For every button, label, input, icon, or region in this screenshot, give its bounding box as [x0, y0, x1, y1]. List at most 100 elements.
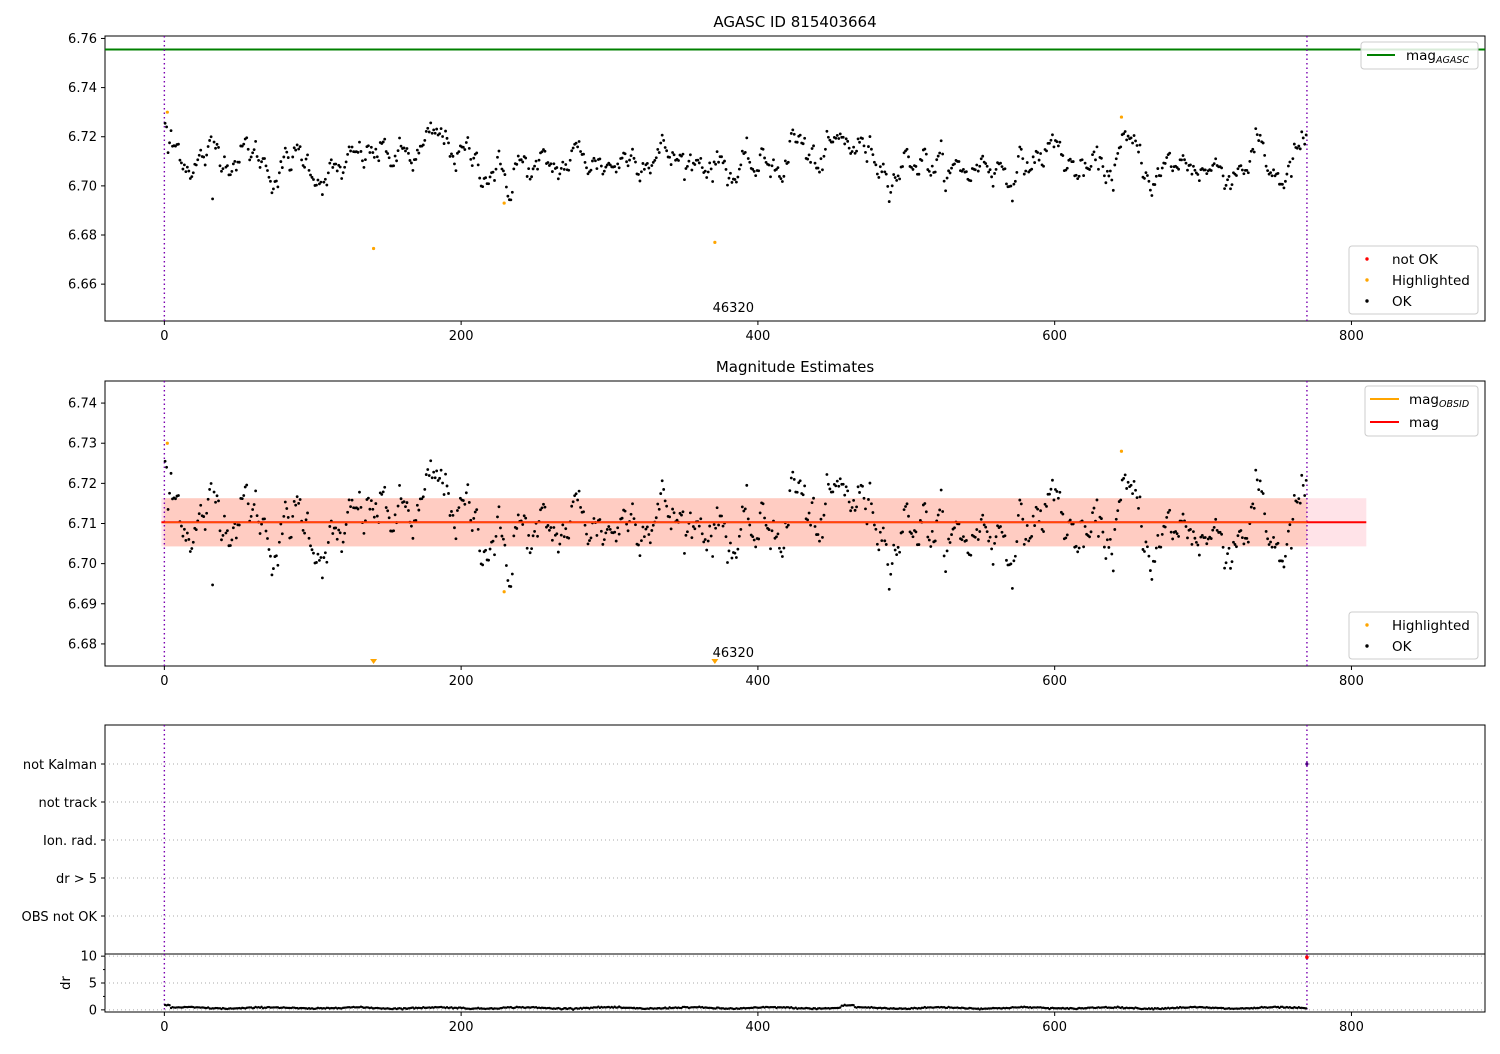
ok-point: [255, 514, 259, 518]
ok-point: [1116, 152, 1120, 155]
ok-point: [504, 185, 508, 189]
ok-point: [264, 164, 268, 168]
ok-point: [657, 507, 661, 511]
ok-point: [594, 159, 597, 163]
ok-point: [1144, 540, 1148, 544]
legend-label: mag: [1409, 415, 1439, 431]
ok-point: [396, 504, 400, 508]
ok-point: [801, 493, 805, 497]
ok-point: [1284, 179, 1287, 183]
ok-point: [1156, 167, 1160, 170]
ok-point: [929, 174, 933, 177]
ok-point: [1012, 559, 1016, 563]
ok-point: [893, 548, 897, 552]
ok-point: [1245, 536, 1249, 540]
ok-point: [717, 160, 720, 164]
ok-point: [1045, 505, 1048, 508]
ok-point: [861, 484, 864, 488]
x-tick-label: 400: [745, 329, 770, 344]
ok-point: [625, 522, 628, 526]
x-tick-label: 400: [745, 674, 770, 689]
ok-point: [1126, 134, 1130, 138]
ok-point: [1286, 529, 1290, 533]
ok-point: [206, 145, 210, 148]
ok-point: [723, 159, 726, 163]
ok-point: [282, 514, 286, 518]
ok-point: [938, 151, 942, 155]
x-tick-label: 0: [160, 1020, 168, 1035]
ok-point: [478, 176, 482, 180]
ok-point: [893, 176, 897, 179]
ok-point: [608, 528, 612, 531]
ok-point: [837, 484, 841, 488]
ok-point: [1192, 530, 1195, 534]
ok-point: [1300, 130, 1304, 134]
ok-point: [331, 532, 335, 535]
ok-point: [1224, 183, 1228, 187]
ok-point: [1113, 528, 1117, 531]
ok-point: [1184, 161, 1188, 165]
ok-point: [310, 175, 314, 179]
ok-point: [816, 166, 820, 170]
ok-point: [1040, 527, 1044, 531]
ok-point: [292, 146, 296, 150]
ok-point: [592, 517, 596, 520]
ok-point: [999, 161, 1002, 165]
ok-point: [976, 169, 980, 173]
ok-point: [1074, 173, 1078, 177]
ok-point: [564, 163, 568, 166]
ok-point: [797, 481, 801, 485]
ok-point: [821, 536, 824, 539]
ok-point: [1037, 158, 1041, 162]
ok-point: [988, 168, 992, 172]
ok-point: [1091, 153, 1094, 157]
ok-point: [267, 175, 271, 179]
ok-point: [1083, 525, 1087, 528]
ok-point: [1295, 500, 1299, 504]
ok-point: [1134, 139, 1137, 143]
ok-point: [415, 503, 419, 507]
ok-point: [828, 487, 832, 491]
ok-point: [510, 190, 514, 194]
ok-point: [1144, 171, 1148, 174]
ok-point: [1291, 157, 1295, 161]
flag-label: not Kalman: [23, 758, 97, 773]
ok-point: [878, 165, 882, 169]
ok-point: [191, 171, 195, 175]
ok-point: [447, 492, 450, 495]
ok-point: [1036, 507, 1040, 511]
ok-point: [1076, 550, 1080, 554]
ok-point: [274, 179, 278, 183]
ok-point: [914, 530, 918, 534]
ok-point: [180, 161, 183, 165]
ok-point: [476, 163, 480, 167]
flag-label: Ion. rad.: [43, 834, 97, 849]
ok-point: [568, 158, 572, 162]
ok-point: [218, 529, 222, 533]
ok-point: [223, 514, 226, 518]
ok-point: [552, 162, 556, 166]
ok-point: [834, 484, 838, 488]
ok-point: [307, 168, 311, 172]
ok-point: [1292, 493, 1296, 497]
ok-point: [877, 176, 881, 179]
ok-point: [813, 525, 817, 528]
ok-point: [846, 139, 850, 143]
ok-point: [1131, 141, 1134, 145]
ok-point: [644, 527, 648, 531]
ok-point: [177, 142, 180, 146]
ok-point: [427, 474, 431, 477]
ok-point: [697, 524, 701, 528]
flag-label: not track: [38, 796, 97, 811]
ok-point: [212, 490, 216, 494]
ok-point: [1013, 179, 1017, 183]
ok-point: [347, 498, 351, 502]
ok-point: [847, 146, 851, 150]
ok-point: [399, 497, 403, 501]
ok-point: [248, 158, 252, 162]
ok-point: [801, 142, 805, 146]
ok-point: [404, 149, 407, 153]
ok-point: [691, 525, 695, 528]
ok-point: [772, 158, 775, 162]
ok-point: [304, 518, 308, 522]
